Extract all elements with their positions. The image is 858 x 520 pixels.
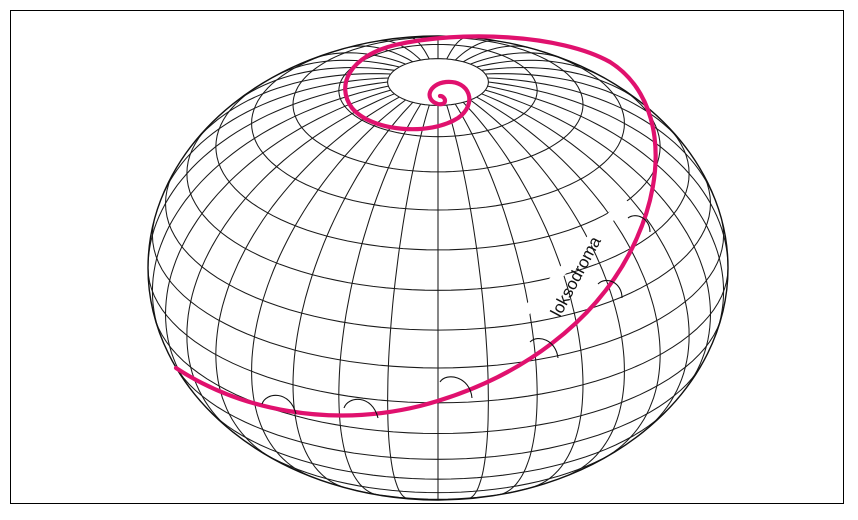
angle-arc [439, 376, 473, 399]
graticule-line [229, 66, 395, 107]
graticule-line [476, 96, 661, 460]
graticule-line [485, 73, 688, 150]
graticule-line [446, 104, 489, 500]
angle-arcs [261, 215, 651, 419]
label-gap [516, 196, 630, 322]
graticule-line [272, 59, 400, 78]
graticule-line [462, 101, 584, 489]
angle-arc [261, 394, 297, 415]
graticule-line [215, 96, 400, 460]
loxodrome-curve [173, 34, 658, 418]
graticule-line [476, 59, 604, 78]
graticule-line [186, 93, 395, 434]
graticule-line [292, 101, 414, 489]
graticule-line [481, 66, 647, 107]
angle-arc [529, 338, 559, 359]
graticule-line [387, 104, 430, 500]
angle-arc [343, 398, 379, 419]
graticule-line [164, 89, 391, 393]
graticule-line [487, 85, 725, 337]
graticule-line [188, 73, 391, 150]
graticule-line [151, 85, 389, 337]
graticule-line [481, 93, 690, 434]
graticule-line [446, 36, 468, 60]
graticule-line [148, 81, 388, 269]
graticule-line [338, 103, 422, 496]
graticule-line [251, 99, 406, 478]
graticule-line [454, 103, 538, 496]
graticule-line [487, 77, 718, 206]
graticule-line [158, 77, 389, 206]
graticule-line [488, 81, 728, 269]
graticule-line [470, 99, 625, 478]
angle-arc [627, 215, 651, 233]
angle-arc [597, 280, 623, 299]
graticule-line [485, 89, 712, 393]
